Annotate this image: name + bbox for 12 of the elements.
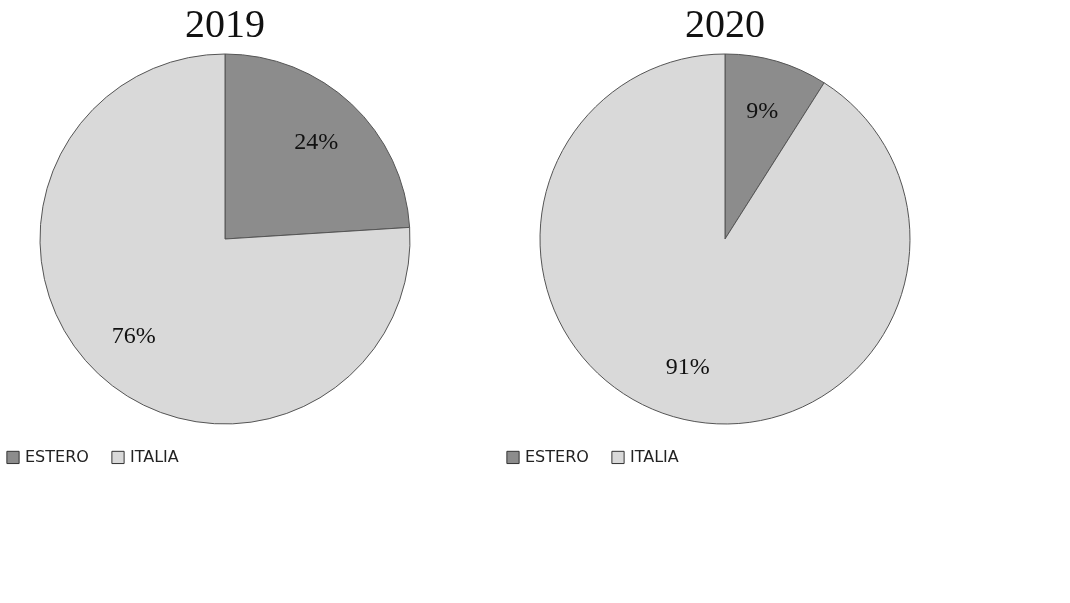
pie-slice — [539, 53, 911, 425]
legend-label: ESTERO — [525, 447, 589, 467]
legend-label: ESTERO — [25, 447, 89, 467]
data-label: 24% — [294, 127, 339, 154]
chart-title: 2019 — [185, 1, 265, 46]
pie-slice — [39, 53, 411, 425]
data-label: 91% — [665, 352, 710, 379]
chart-title: 2020 — [685, 1, 765, 46]
data-label: 76% — [111, 322, 156, 349]
legend-label: ITALIA — [130, 447, 179, 467]
legend-label: ITALIA — [630, 447, 679, 467]
data-label: 9% — [746, 97, 779, 124]
